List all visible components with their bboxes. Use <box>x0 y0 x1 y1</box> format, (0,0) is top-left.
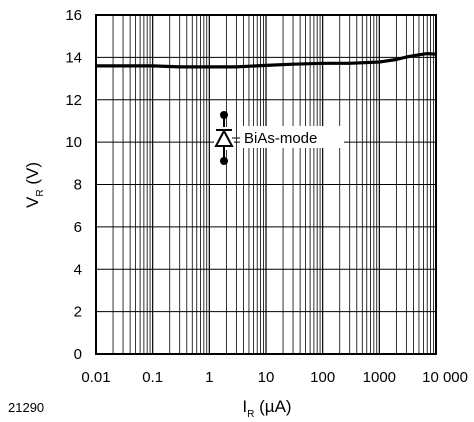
x-tick-label: 100 <box>310 369 335 386</box>
y-tick-label: 10 <box>65 134 82 151</box>
grid <box>96 15 436 354</box>
plot-frame <box>95 14 437 355</box>
series-line <box>96 51 437 69</box>
diode-symbol-icon <box>214 111 240 165</box>
x-tick-label: 0.1 <box>142 369 163 386</box>
y-tick-label: 16 <box>65 7 82 24</box>
tick-labels: 0.01 0.1 1 10 100 1000 10 000 0 2 4 6 8 10 12 14 16 <box>65 7 468 386</box>
x-tick-label: 0.01 <box>81 369 110 386</box>
x-tick-label: 1 <box>205 369 213 386</box>
annotation-background <box>240 126 344 148</box>
y-tick-label: 8 <box>74 177 82 194</box>
y-tick-label: 12 <box>65 92 82 109</box>
figure-number: 21290 <box>8 400 44 415</box>
x-axis-label: IR (µA) <box>242 397 291 420</box>
y-tick-label: 2 <box>74 304 82 321</box>
y-tick-label: 6 <box>74 219 82 236</box>
y-tick-label: 0 <box>74 346 82 363</box>
y-tick-label: 4 <box>74 261 82 278</box>
y-tick-label: 14 <box>65 49 82 66</box>
x-tick-label: 10 000 <box>422 369 468 386</box>
x-tick-label: 1000 <box>363 369 396 386</box>
annotation-label: BiAs-mode <box>244 130 317 147</box>
x-tick-label: 10 <box>258 369 275 386</box>
series-group <box>96 51 437 69</box>
y-axis-label: VR (V) <box>23 162 46 208</box>
